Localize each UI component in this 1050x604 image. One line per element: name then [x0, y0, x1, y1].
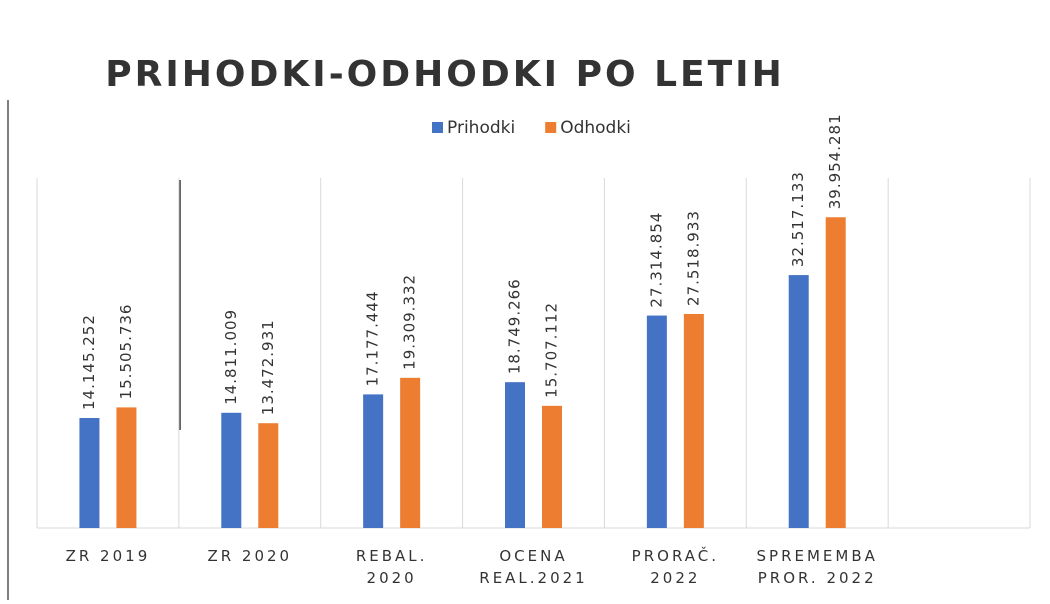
value-label: 18.749.266 — [506, 278, 524, 374]
bar — [400, 377, 421, 528]
value-label: 19.309.332 — [401, 274, 419, 370]
value-label: 17.177.444 — [364, 291, 382, 387]
x-tick-label: OCENA REAL.2021 — [479, 547, 588, 587]
bar — [683, 313, 704, 528]
bar — [79, 417, 100, 528]
legend-label: Prihodki — [447, 118, 515, 138]
legend-swatch — [545, 122, 557, 133]
value-label: 15.707.112 — [543, 302, 561, 398]
value-label: 27.518.933 — [684, 210, 702, 306]
bar — [646, 315, 667, 528]
legend-swatch — [432, 122, 443, 133]
value-label: 13.472.931 — [259, 319, 277, 415]
bar — [788, 275, 809, 528]
value-label: 14.811.009 — [222, 309, 240, 405]
value-label: 14.145.252 — [80, 314, 98, 410]
x-tick-label: REBAL. 2020 — [355, 547, 428, 587]
x-tick-label: PRORAČ. 2022 — [631, 547, 719, 587]
bar — [542, 405, 562, 528]
bar — [221, 412, 242, 528]
value-label: 39.954.281 — [826, 113, 844, 209]
legend-label: Odhodki — [560, 118, 631, 138]
value-label: 15.505.736 — [117, 304, 135, 400]
bar — [363, 394, 384, 528]
bar — [825, 217, 846, 528]
value-label: 27.314.854 — [647, 212, 665, 308]
value-label: 32.517.133 — [789, 171, 807, 267]
x-tick-label: ZR 2019 — [65, 547, 151, 565]
chart-title: PRIHODKI-ODHODKI PO LETIH — [105, 54, 784, 95]
bar — [116, 407, 137, 528]
bar — [258, 423, 279, 528]
x-tick-label: SPREMEMBA PROR. 2022 — [756, 547, 878, 587]
bar — [505, 382, 525, 528]
x-tick-label: ZR 2020 — [207, 547, 293, 565]
